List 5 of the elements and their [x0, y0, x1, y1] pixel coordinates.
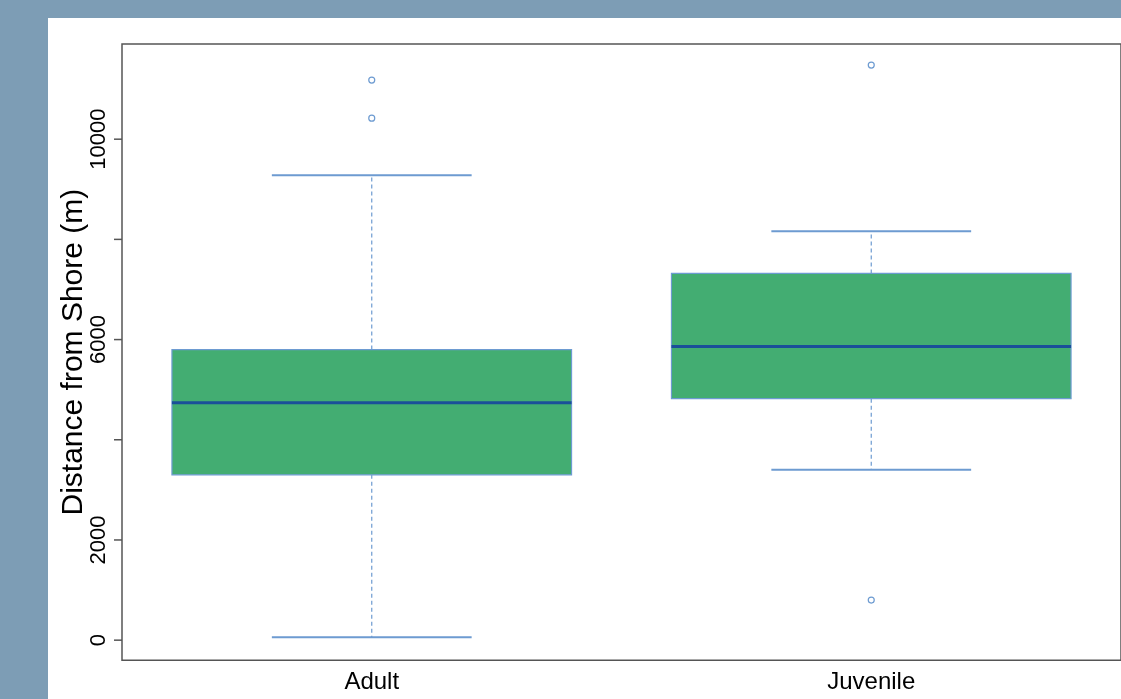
y-tick-label: 2000 [85, 515, 111, 565]
x-tick-label: Juvenile [827, 667, 916, 695]
y-tick-label: 0 [85, 634, 111, 647]
y-tick-label: 10000 [85, 108, 111, 170]
x-tick-label: Adult [344, 667, 400, 695]
